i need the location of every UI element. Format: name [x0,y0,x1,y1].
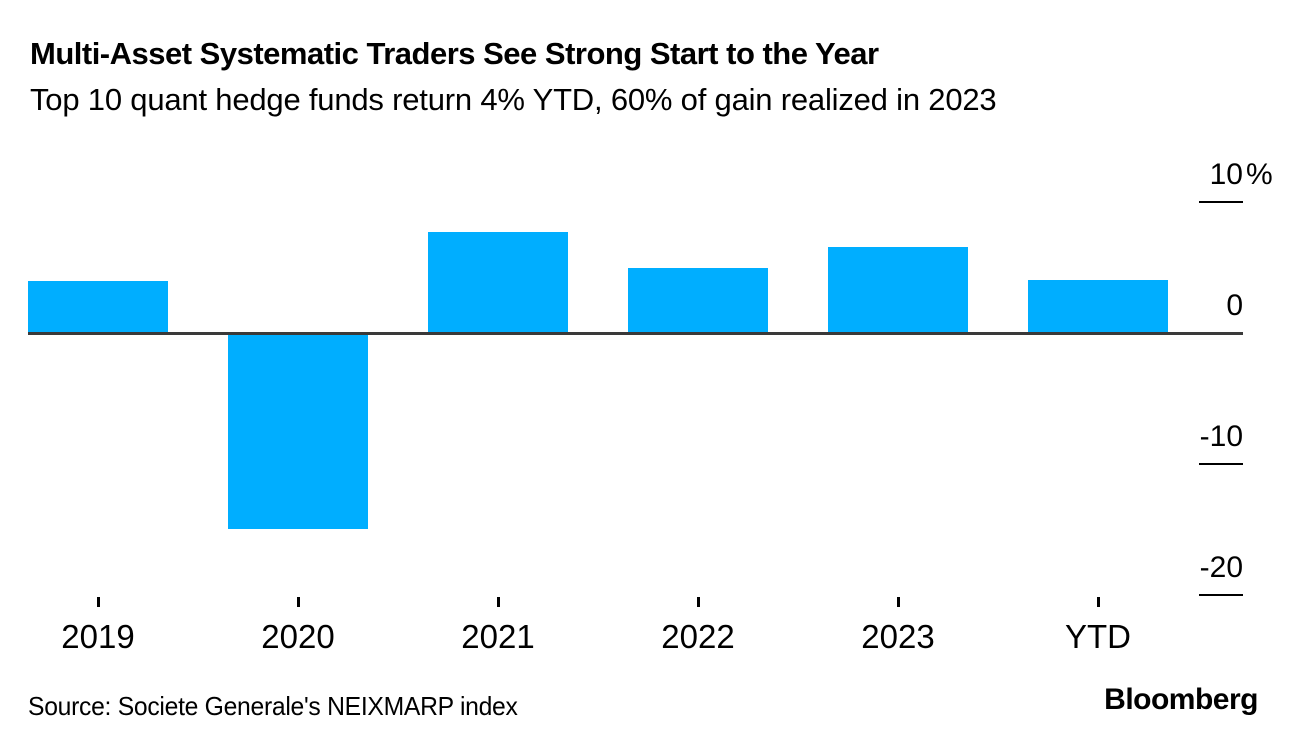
y-tick-mark--10 [1199,463,1243,465]
bloomberg-logo: Bloomberg [1104,683,1258,716]
bar-2021 [428,232,568,332]
chart-subtitle: Top 10 quant hedge funds return 4% YTD, … [30,82,997,117]
x-tick-label-2023: 2023 [861,618,935,655]
zero-baseline [28,332,1243,335]
y-axis-unit-suffix: % [1246,158,1273,191]
y-axis-label-0: 0 [1226,289,1243,322]
bar-2019 [28,281,168,332]
x-tick-label-ytd: YTD [1065,618,1131,655]
x-tick-mark-2021 [497,597,500,607]
y-axis-label-10: 10 [1209,158,1243,191]
x-tick-label-2021: 2021 [461,618,535,655]
x-tick-mark-2020 [297,597,300,607]
x-tick-label-2020: 2020 [261,618,335,655]
source-text: Source: Societe Generale's NEIXMARP inde… [28,691,518,721]
bar-ytd [1028,280,1168,332]
bar-2022 [628,268,768,332]
x-tick-mark-ytd [1097,597,1100,607]
y-axis-label--10: -10 [1199,420,1243,453]
x-tick-mark-2023 [897,597,900,607]
y-axis-label--20: -20 [1199,551,1243,584]
x-tick-label-2022: 2022 [661,618,735,655]
bar-2020 [228,335,368,529]
bar-2023 [828,247,968,332]
chart-title: Multi-Asset Systematic Traders See Stron… [30,36,879,71]
y-tick-mark--20 [1199,594,1243,596]
y-tick-mark-10 [1199,201,1243,203]
x-tick-mark-2019 [97,597,100,607]
x-tick-label-2019: 2019 [61,618,135,655]
x-tick-mark-2022 [697,597,700,607]
